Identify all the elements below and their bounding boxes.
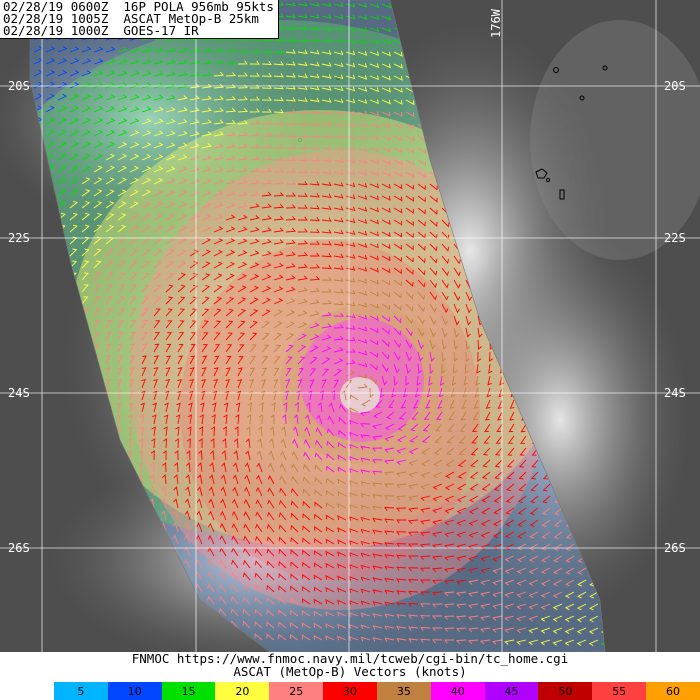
lat-label-20s-left: 20S — [8, 79, 30, 93]
island-outlines — [297, 65, 608, 200]
wind-barbs — [246, 276, 480, 511]
colorbar-swatch: 30 — [323, 682, 377, 700]
lat-label-22s-right: 22S — [664, 231, 686, 245]
colorbar-swatch: 15 — [161, 682, 216, 700]
colorbar-swatch: 25 — [269, 682, 324, 700]
legend-title: ASCAT (MetOp-B) Vectors (knots) — [233, 664, 467, 679]
lon-label-176w: 176W — [489, 9, 503, 38]
cloud-imagery — [0, 10, 700, 652]
colorbar-swatch: 40 — [430, 682, 485, 700]
wind-barbs — [282, 311, 445, 475]
colorbar-swatch: 45 — [484, 682, 539, 700]
wind-speed-colorbar: 5 10 15 20 25 30 35 40 45 50 55 60 — [54, 682, 700, 700]
lat-label-26s-right: 26S — [664, 541, 686, 555]
colorbar-swatch: 5 — [54, 682, 108, 700]
credit-line: FNMOC https://www.fnmoc.navy.mil/tcweb/c… — [131, 651, 569, 666]
header-line-goes: 02/28/19 1000Z GOES-17 IR — [3, 23, 199, 38]
colorbar-swatch: 20 — [215, 682, 270, 700]
colorbar-swatch: 60 — [646, 682, 700, 700]
colorbar-swatch: 55 — [592, 682, 647, 700]
colorbar-swatch: 50 — [538, 682, 593, 700]
header-box: 02/28/19 0600Z 16P POLA 956mb 95kts 02/2… — [0, 0, 279, 39]
colorbar-swatch: 35 — [376, 682, 431, 700]
lat-label-24s-right: 24S — [664, 386, 686, 400]
satellite-wind-map: 20S 20S 22S 22S 24S 24S 26S 26S 176W 02/… — [0, 0, 700, 652]
lat-label-24s-left: 24S — [8, 386, 30, 400]
lat-lon-grid — [0, 0, 700, 652]
lat-label-26s-left: 26S — [8, 541, 30, 555]
colorbar-swatch: 10 — [107, 682, 162, 700]
header-line-storm: 02/28/19 0600Z 16P POLA 956mb 95kts — [3, 0, 274, 14]
swath-edge — [29, 0, 606, 652]
lat-label-22s-left: 22S — [8, 231, 30, 245]
lat-label-20s-right: 20S — [664, 79, 686, 93]
footer: FNMOC https://www.fnmoc.navy.mil/tcweb/c… — [0, 652, 700, 700]
header-line-ascat: 02/28/19 1005Z ASCAT MetOp-B 25km — [3, 11, 259, 26]
